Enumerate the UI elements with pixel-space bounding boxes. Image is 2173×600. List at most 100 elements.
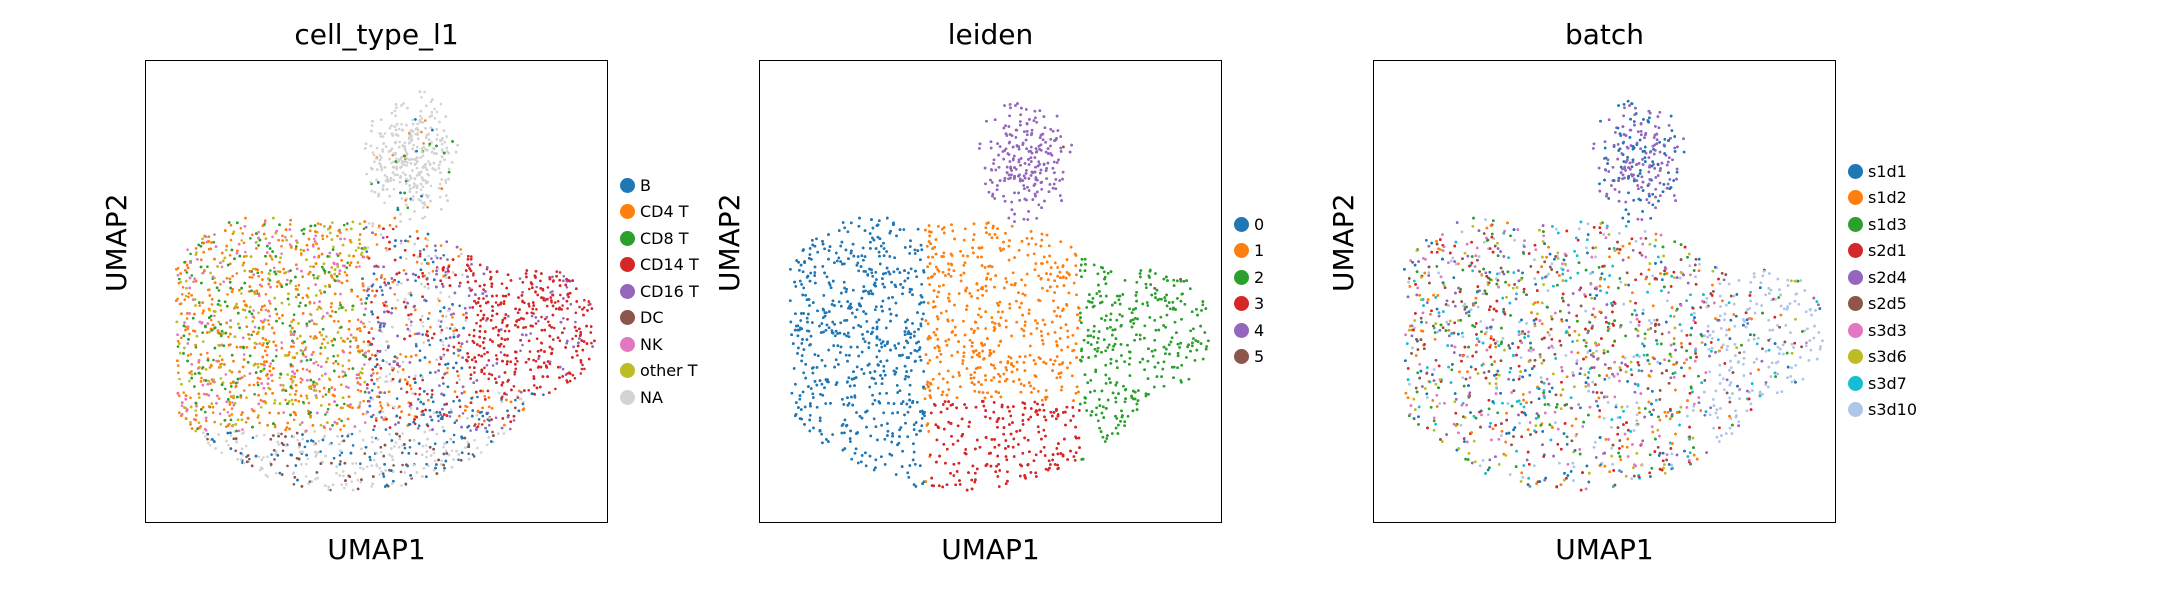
scatter-point [358, 327, 361, 330]
scatter-point [213, 420, 216, 424]
scatter-point [528, 350, 532, 353]
scatter-point [405, 257, 408, 261]
scatter-point [217, 289, 221, 292]
scatter-point [371, 368, 374, 371]
scatter-point [296, 337, 299, 340]
scatter-point [453, 326, 457, 330]
scatter-point [339, 460, 342, 463]
scatter-point [244, 444, 248, 448]
scatter-point [562, 317, 565, 320]
scatter-point [343, 237, 346, 241]
scatter-point [442, 254, 446, 257]
scatter-point [580, 367, 584, 371]
scatter-point [327, 488, 330, 492]
scatter-point [388, 362, 391, 366]
scatter-point [229, 395, 233, 398]
scatter-point [316, 364, 320, 367]
scatter-point [266, 475, 269, 478]
scatter-point [439, 355, 442, 359]
scatter-point [178, 302, 182, 306]
scatter-point [299, 381, 303, 384]
scatter-point [419, 188, 423, 191]
scatter-point [425, 455, 428, 459]
scatter-point [181, 286, 185, 289]
scatter-point [324, 393, 328, 396]
scatter-point [213, 314, 216, 318]
scatter-point [276, 270, 280, 273]
scatter-point [193, 372, 197, 376]
scatter-point [348, 405, 351, 409]
scatter-point [381, 410, 384, 414]
scatter-point [439, 102, 443, 106]
scatter-point [176, 297, 179, 301]
scatter-point [574, 320, 577, 324]
scatter-point [405, 203, 408, 206]
scatter-point [449, 408, 453, 411]
scatter-point [363, 363, 366, 366]
scatter-point [257, 311, 260, 315]
scatter-point [477, 353, 481, 357]
scatter-point [376, 371, 379, 375]
scatter-point [390, 307, 394, 310]
scatter-point [397, 127, 401, 131]
scatter-point [547, 320, 550, 324]
scatter-point [234, 381, 238, 385]
scatter-point [325, 335, 328, 338]
scatter-point [530, 311, 533, 315]
scatter-point [563, 327, 566, 330]
scatter-point [452, 399, 455, 403]
scatter-point [203, 435, 207, 438]
scatter-point [471, 453, 475, 456]
scatter-point [245, 396, 248, 399]
scatter-point [218, 354, 222, 358]
scatter-point [406, 380, 409, 384]
scatter-point [308, 312, 312, 316]
scatter-point [509, 427, 512, 431]
scatter-point [450, 449, 454, 453]
scatter-point [269, 302, 272, 305]
scatter-point [178, 351, 182, 355]
scatter-point [330, 266, 333, 269]
scatter-point [503, 329, 507, 333]
scatter-point [359, 253, 363, 256]
scatter-point [279, 383, 282, 387]
scatter-point [385, 175, 389, 179]
scatter-point [209, 318, 213, 322]
scatter-point [535, 337, 539, 341]
scatter-point [529, 332, 532, 335]
scatter-point [542, 393, 545, 397]
scatter-point [211, 411, 215, 414]
scatter-point [385, 417, 388, 421]
scatter-point [487, 359, 491, 362]
scatter-point [533, 384, 536, 387]
scatter-point [370, 353, 374, 357]
scatter-point [241, 428, 244, 431]
scatter-point [218, 412, 222, 416]
scatter-point [397, 280, 400, 284]
scatter-point [505, 362, 509, 366]
scatter-point [426, 317, 430, 321]
scatter-point [393, 109, 397, 113]
scatter-point [334, 360, 338, 363]
scatter-point [309, 224, 313, 228]
scatter-point [494, 301, 498, 304]
scatter-point [576, 354, 579, 357]
scatter-point [408, 133, 412, 137]
scatter-point [202, 271, 205, 274]
scatter-point [477, 422, 481, 426]
scatter-point [438, 120, 441, 124]
scatter-point [286, 373, 289, 376]
scatter-point [383, 201, 386, 205]
scatter-point [281, 449, 285, 453]
scatter-point [251, 315, 255, 318]
scatter-point [502, 300, 506, 303]
scatter-point [530, 314, 534, 318]
scatter-point [418, 349, 422, 353]
scatter-point [427, 271, 431, 275]
scatter-point [399, 353, 402, 356]
scatter-point [183, 298, 186, 301]
scatter-point [241, 232, 244, 235]
scatter-point [479, 451, 483, 454]
scatter-point [350, 240, 353, 244]
scatter-point [428, 311, 431, 315]
